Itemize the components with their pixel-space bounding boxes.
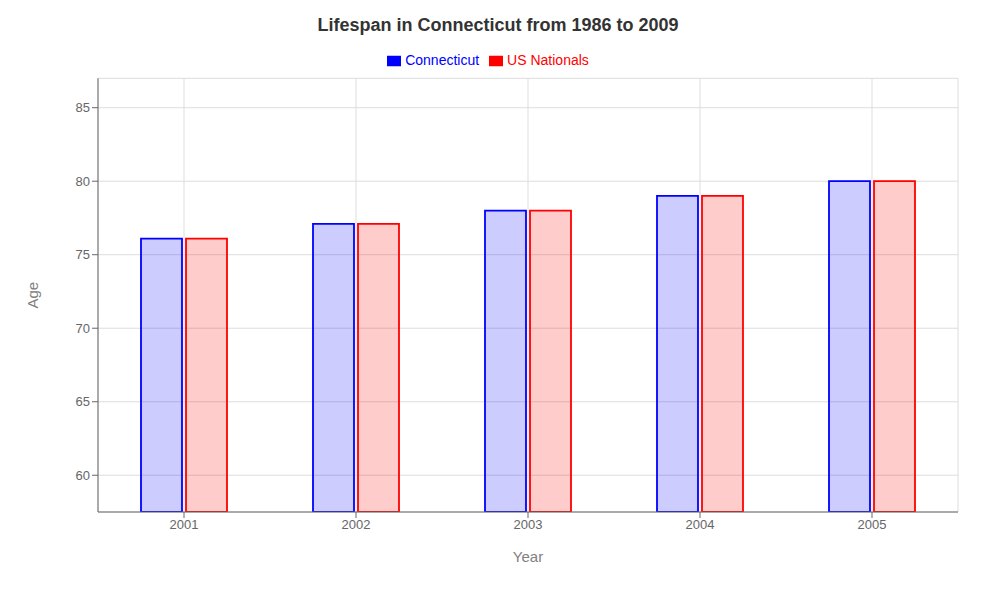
svg-text:70: 70: [76, 321, 90, 336]
html-text:US Nationals: US Nationals: [507, 52, 589, 68]
html-text:Lifespan in Connecticut from 1: Lifespan in Connecticut from 1986 to 200…: [317, 15, 679, 35]
svg-text:80: 80: [76, 174, 90, 189]
svg-text:60: 60: [76, 468, 90, 483]
svg-text:2003: 2003: [514, 517, 543, 532]
svg-text:2005: 2005: [858, 517, 887, 532]
svg-text:2004: 2004: [686, 517, 715, 532]
svg-text:2001: 2001: [170, 517, 199, 532]
svg-text:75: 75: [76, 247, 90, 262]
svg-text:2002: 2002: [342, 517, 371, 532]
svg-text:65: 65: [76, 394, 90, 409]
svg-text:85: 85: [76, 100, 90, 115]
svg-text:Year: Year: [513, 548, 543, 565]
html-text:Connecticut: Connecticut: [405, 52, 480, 68]
svg-text:Age: Age: [24, 282, 41, 309]
